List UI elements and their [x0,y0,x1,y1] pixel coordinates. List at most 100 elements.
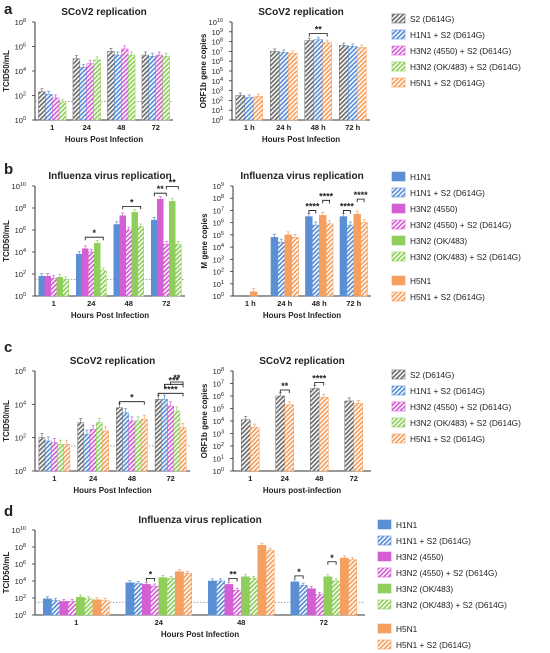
bar-H5N1 [340,557,349,616]
x-axis-label: Hours Post Infection [263,311,341,320]
significance-label: * [149,569,153,579]
bar-H3N2_OK483-s2 [62,279,69,297]
y-tick-label: 100 [15,116,26,125]
significance-label: **** [305,202,320,212]
bar-H1N1-s2 [51,600,60,616]
y-tick-label: 100 [15,611,26,620]
bar-H3N2_4550-s2 [52,97,60,121]
bar-H3N2_OK483-s2 [137,226,144,297]
legend-label: S2 (D614G) [410,370,455,380]
y-axis-label: TCID50/mL [2,220,11,262]
significance-bracket [145,578,156,582]
y-axis-label: M gene copies [200,213,209,269]
bar-H5N1-s2 [265,550,275,616]
legend-swatch-H3N2_4550 [377,567,392,578]
bar-H5N1-s2 [353,403,363,472]
bar-H3N2_OK483-s2 [127,54,136,121]
bar-S2-s2 [241,419,251,472]
bar-H3N2_4550-s2 [128,420,136,472]
bar-H1N1 [270,237,279,297]
legend-swatch-H5N1 [391,433,406,444]
chart-a2: SCoV2 replication10010110210310410510610… [199,7,370,144]
significance-label: * [130,393,134,403]
legend-label: H3N2 (OK/483) + S2 (D614G) [396,600,507,610]
significance-label: * [330,553,334,563]
legend-swatch-H1N1 [391,171,406,182]
x-tick-label: 72 [162,299,170,308]
y-tick-label: 100 [213,467,224,476]
legend-label: H3N2 (OK/483) [410,236,467,246]
y-tick-label: 100 [15,467,26,476]
legend-label: H5N1 + S2 (D614G) [410,78,485,88]
x-tick-label: 48 [125,299,133,308]
bar-S2-s2 [304,40,314,121]
bar-H3N2_OK483-s2 [57,444,64,472]
bar-H3N2_4550-s2 [163,244,170,297]
chart-b1: Influenza virus replication 100 102 104 106 1… [2,171,185,320]
legend-label: H3N2 (OK/483) [396,584,453,594]
bar-H3N2_4550 [82,248,89,297]
y-tick-label: 107 [213,380,224,389]
y-tick-label: 102 [15,434,26,443]
y-tick-label: 1010 [12,526,26,535]
chart-title: SCoV2 replication [61,7,147,18]
significance-label: **** [340,202,355,212]
y-tick-label: 103 [213,255,224,264]
bar-H3N2_4550 [307,588,316,616]
significance-label: * [92,228,96,238]
legend-label: H5N1 [410,276,432,286]
bar-H1N1 [290,581,300,616]
x-axis-label: Hours Post Infection [73,486,151,495]
legend-label: H3N2 (4550) [396,552,444,562]
chart-title: SCoV2 replication [259,356,345,367]
y-tick-label: 109 [213,182,224,191]
bar-H3N2_4550-s2 [86,63,94,121]
bar-H3N2_4550-s2 [150,585,159,616]
legend-label: H1N1 + S2 (D614G) [410,188,485,198]
bar-H3N2_OK483-s2 [166,578,176,616]
bar-H3N2_4550-s2 [51,442,58,472]
bar-H1N1-s2 [45,94,53,121]
significance-bracket [228,578,238,582]
y-tick-label: 103 [213,430,224,439]
bar-H3N2_4550-s2 [125,229,132,297]
significance-label: * [297,567,301,577]
x-tick-label: 48 [237,618,245,627]
y-tick-label: 104 [15,577,26,586]
legend-swatch-H3N2_4550 [377,551,392,562]
significance-bracket [308,33,328,37]
bar-H3N2_4550 [44,275,51,297]
y-tick-label: 104 [15,67,26,76]
bar-H1N1-s2 [161,399,168,472]
y-tick-label: 101 [212,106,223,115]
bar-H1N1-s2 [133,583,143,616]
x-tick-label: 48 [117,123,125,132]
y-tick-label: 103 [212,87,223,96]
significance-label: **** [319,191,334,201]
significance-label: **** [312,374,327,384]
x-tick-label: 72 [166,474,174,483]
bar-H3N2_OK483 [131,212,138,297]
bar-H1N1-s2 [122,412,130,472]
significance-bracket [314,382,325,386]
y-axis-label: ORF1b gene copies [199,33,208,108]
chart-title: Influenza virus replication [48,171,171,182]
y-tick-label: 104 [213,417,224,426]
legend-swatch-H3N2_4550 [391,219,406,230]
legend-swatch-H3N2_OK483 [391,235,406,246]
legend-swatch-H1N1 [377,519,392,530]
significance-bracket [170,381,184,385]
bar-H1N1 [113,224,120,297]
bar-H3N2_OK483 [94,242,101,297]
bar-H3N2_OK483 [241,576,250,616]
bar-H5N1-s2 [253,96,263,121]
bar-H3N2_OK483-s2 [134,420,142,472]
bar-H3N2_4550-s2 [315,594,324,616]
legend-label: H1N1 + S2 (D614G) [396,536,471,546]
chart-title: SCoV2 replication [70,356,156,367]
bar-H3N2_OK483-s2 [162,56,170,121]
x-tick-label: 24 [83,123,92,132]
significance-bracket [308,210,317,214]
bar-H1N1 [208,580,217,616]
y-tick-label: 106 [212,57,223,66]
